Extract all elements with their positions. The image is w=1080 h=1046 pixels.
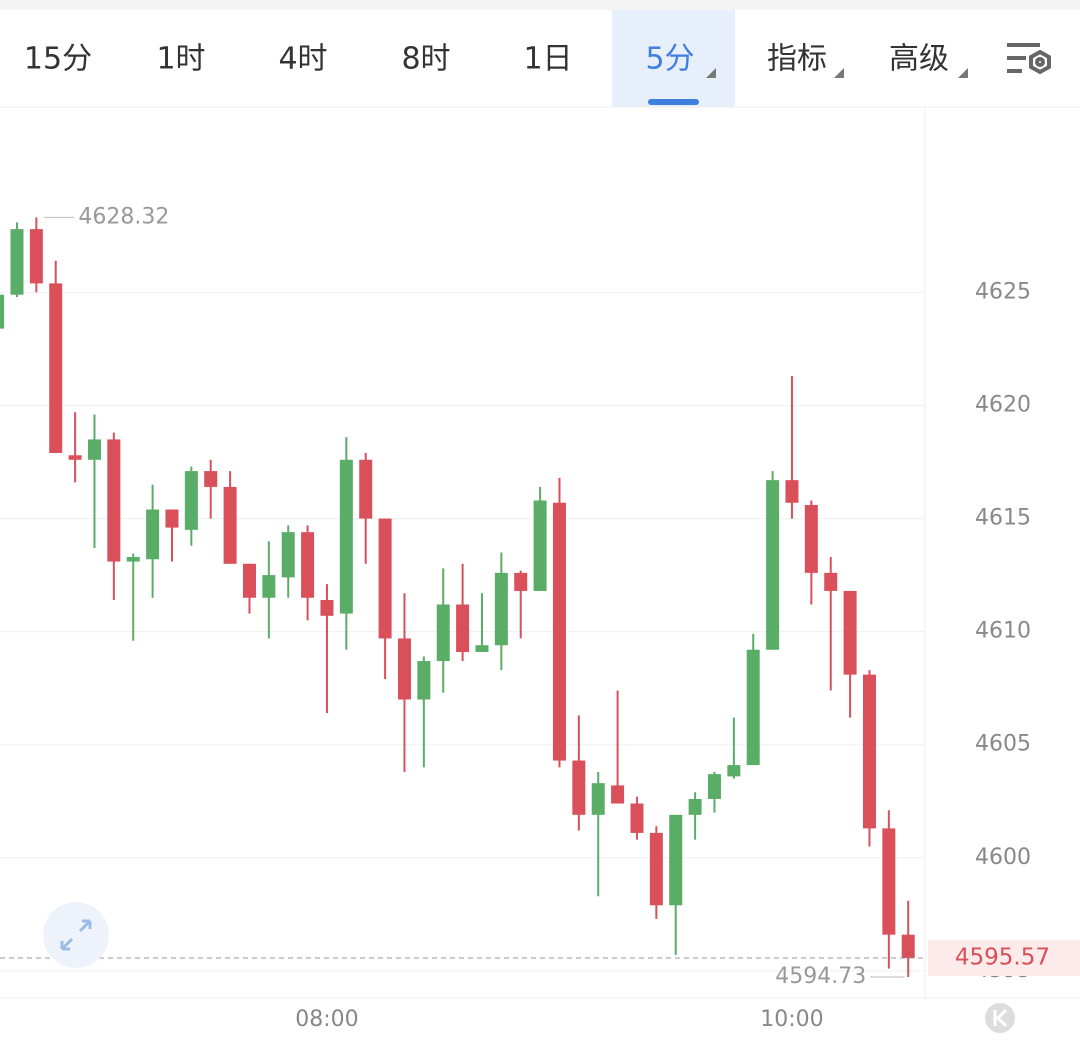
candle-body [843, 590, 857, 675]
candle-body [87, 439, 101, 460]
expand-button[interactable] [43, 902, 109, 968]
candle-body [494, 572, 508, 646]
candle-body [688, 798, 702, 815]
candle-body [10, 229, 24, 295]
candle-body [165, 509, 179, 528]
scroll-end-icon [993, 1008, 1008, 1028]
y-tick-label: 4600 [975, 845, 1031, 870]
min-label: 4594.73 [775, 964, 866, 989]
y-tick-label: 4605 [975, 732, 1031, 757]
candle-body [359, 459, 373, 519]
candle-body [242, 563, 256, 598]
candle-body [785, 480, 799, 503]
x-tick-label: 08:00 [295, 1007, 358, 1032]
candle-body [804, 505, 818, 573]
candle-body [301, 532, 315, 598]
candle-body [766, 480, 780, 650]
candle-body [49, 283, 63, 453]
candle-body [824, 572, 838, 591]
candle-body [727, 765, 741, 777]
candle-body [29, 229, 43, 284]
candle-body [262, 575, 276, 598]
candle-body [630, 803, 644, 833]
active-tab-bg [612, 10, 735, 107]
candle-body [436, 604, 450, 662]
last-price-label: 4595.57 [955, 944, 1050, 970]
status-strip [0, 0, 1080, 10]
y-tick-label: 4615 [975, 506, 1031, 531]
tab[interactable]: 4时 [278, 42, 327, 77]
candle-body [456, 604, 470, 653]
candle-body [204, 471, 218, 487]
candle-body [591, 783, 605, 815]
candle-body [397, 638, 411, 700]
tab[interactable]: 5分 [645, 42, 694, 77]
tab[interactable]: 指标 [767, 42, 827, 77]
expand-icon [60, 919, 92, 951]
candle-body [417, 661, 431, 700]
candle-body [107, 439, 121, 562]
tab[interactable]: 8时 [401, 42, 450, 77]
candle-body [707, 774, 721, 799]
candle-body [862, 674, 876, 829]
tab[interactable]: 高级 [889, 42, 949, 77]
candle-body [475, 645, 489, 653]
candle-body [184, 471, 198, 530]
candle-body [223, 486, 237, 564]
candle-body [146, 509, 160, 560]
settings-icon[interactable] [1007, 43, 1051, 75]
candle-body [0, 294, 5, 329]
candle-body [882, 828, 896, 935]
candle-body [533, 500, 547, 591]
tab[interactable]: 15分 [24, 42, 92, 77]
candle-body [669, 814, 683, 906]
active-tab-underline [648, 99, 699, 105]
candle-body [126, 557, 140, 562]
candle-body [320, 599, 334, 616]
y-tick-label: 4610 [975, 619, 1031, 644]
candle-body [901, 934, 915, 958]
max-label: 4628.32 [78, 204, 169, 229]
candle-body [746, 649, 760, 766]
y-tick-label: 4625 [975, 279, 1031, 304]
dropdown-arrows [706, 68, 968, 78]
y-tick-label: 4620 [975, 393, 1031, 418]
tabs: 15分 1时 4时 8时 1日 5分 指标 高级 [24, 42, 949, 77]
candle-body [649, 832, 663, 906]
candle-body [514, 572, 528, 591]
candle-body [572, 760, 586, 815]
candle-body [339, 459, 353, 614]
candle-body [611, 785, 625, 804]
x-tick-label: 10:00 [760, 1007, 823, 1032]
last-price-bg [928, 939, 1080, 976]
candle-body [378, 518, 392, 639]
tab[interactable]: 1时 [156, 42, 205, 77]
candle-body [68, 455, 82, 460]
candle-body [552, 502, 566, 761]
candle-body [281, 532, 295, 578]
tab[interactable]: 1日 [523, 42, 572, 77]
